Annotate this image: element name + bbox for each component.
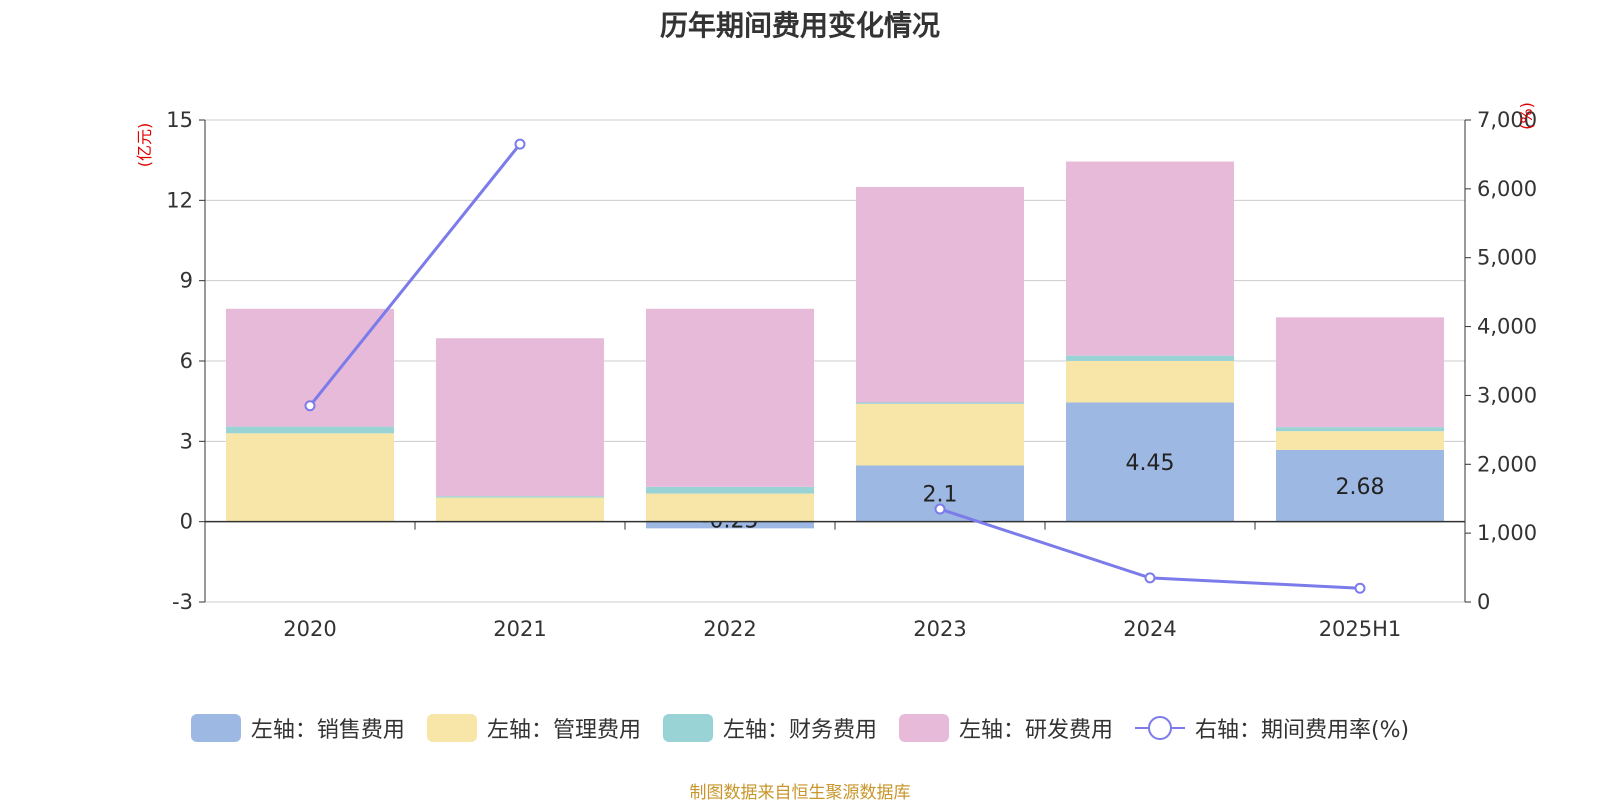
bar-segment <box>1066 361 1234 403</box>
bar-segment <box>1066 161 1234 356</box>
bar-segment <box>226 433 394 522</box>
bar-segment <box>646 308 814 487</box>
left-axis-unit: (亿元) <box>135 123 154 168</box>
bar-segment <box>436 497 604 522</box>
bar-segment <box>1276 431 1444 450</box>
legend-label-sales: 左轴：销售费用 <box>250 718 405 743</box>
bar-segment <box>1066 402 1234 522</box>
x-tick-label: 2020 <box>283 617 336 641</box>
legend-label-admin: 左轴：管理费用 <box>486 718 641 743</box>
legend-item-admin[interactable]: 左轴：管理费用 <box>426 712 641 744</box>
legend-item-finance[interactable]: 左轴：财务费用 <box>662 712 877 744</box>
right-tick-label: 0 <box>1477 590 1490 614</box>
legend-swatch-sales <box>190 714 241 742</box>
bar-segment <box>646 521 814 529</box>
expense-rate-point <box>934 503 946 515</box>
left-tick-label: 15 <box>166 108 193 132</box>
legend-swatch-finance <box>662 714 713 742</box>
right-tick-label: 1,000 <box>1477 521 1537 545</box>
bar-segment <box>1276 449 1444 522</box>
chart-title: 历年期间费用变化情况 <box>659 9 940 42</box>
bar-segment <box>856 402 1024 404</box>
right-tick-label: 2,000 <box>1477 452 1537 476</box>
bar-segment <box>1276 317 1444 428</box>
bar-data-label: 2.1 <box>923 483 958 508</box>
right-tick-label: 5,000 <box>1477 246 1537 270</box>
expense-rate-point <box>1144 572 1156 584</box>
x-tick-label: 2022 <box>703 617 756 641</box>
left-tick-label: 12 <box>166 188 193 212</box>
right-tick-label: 6,000 <box>1477 177 1537 201</box>
right-tick-label: 3,000 <box>1477 383 1537 407</box>
bar-segment <box>856 403 1024 466</box>
legend-item-expense-rate[interactable]: 右轴：期间费用率(%) <box>1134 712 1410 744</box>
right-tick-label: 4,000 <box>1477 315 1537 339</box>
x-tick-label: 2024 <box>1123 617 1176 641</box>
expense-rate-line <box>308 143 522 407</box>
bar-segment <box>436 338 604 497</box>
right-axis-unit: (%) <box>1517 102 1536 130</box>
bar-segment <box>226 426 394 434</box>
bar-segment <box>1276 427 1444 432</box>
bar-segment <box>646 493 814 522</box>
legend-swatch-admin <box>426 714 477 742</box>
legend-label-expense-rate: 右轴：期间费用率(%) <box>1194 718 1410 743</box>
bar-segment <box>436 496 604 498</box>
source-note: 制图数据来自恒生聚源数据库 <box>689 783 911 803</box>
chart-canvas: -3 0 3 6 9 12 15 0 1,000 2,000 3,000 4,000 5,000 6,00… <box>135 102 1537 641</box>
expense-rate-point <box>1354 582 1366 594</box>
bar-segment <box>1066 355 1234 361</box>
bar-data-label: 4.45 <box>1126 451 1175 476</box>
legend-swatch-rnd <box>898 714 949 742</box>
left-tick-label: 3 <box>180 429 193 453</box>
x-tick-label: 2025H1 <box>1319 617 1402 641</box>
bar-segment <box>646 486 814 494</box>
right-tick-label: 7,000 <box>1477 108 1537 132</box>
legend-item-sales[interactable]: 左轴：销售费用 <box>190 712 405 744</box>
legend-swatch-expense-rate <box>1134 714 1185 742</box>
left-tick-label: 0 <box>180 510 193 534</box>
left-tick-label: 9 <box>180 269 193 293</box>
bar-segment <box>856 186 1024 403</box>
left-tick-label: -3 <box>172 590 193 614</box>
legend-label-finance: 左轴：财务费用 <box>722 718 877 743</box>
legend-label-rnd: 左轴：研发费用 <box>958 718 1113 743</box>
chart-legend: 左轴：销售费用 左轴：管理费用 左轴：财务费用 左轴：研发费用 右轴：期间费用率… <box>0 712 1600 744</box>
expense-rate-point <box>514 138 526 150</box>
x-tick-label: 2021 <box>493 617 546 641</box>
legend-item-rnd[interactable]: 左轴：研发费用 <box>898 712 1113 744</box>
x-tick-label: 2023 <box>913 617 966 641</box>
left-tick-label: 6 <box>180 349 193 373</box>
bar-data-label: 2.68 <box>1336 475 1385 500</box>
expense-rate-point <box>304 400 316 412</box>
